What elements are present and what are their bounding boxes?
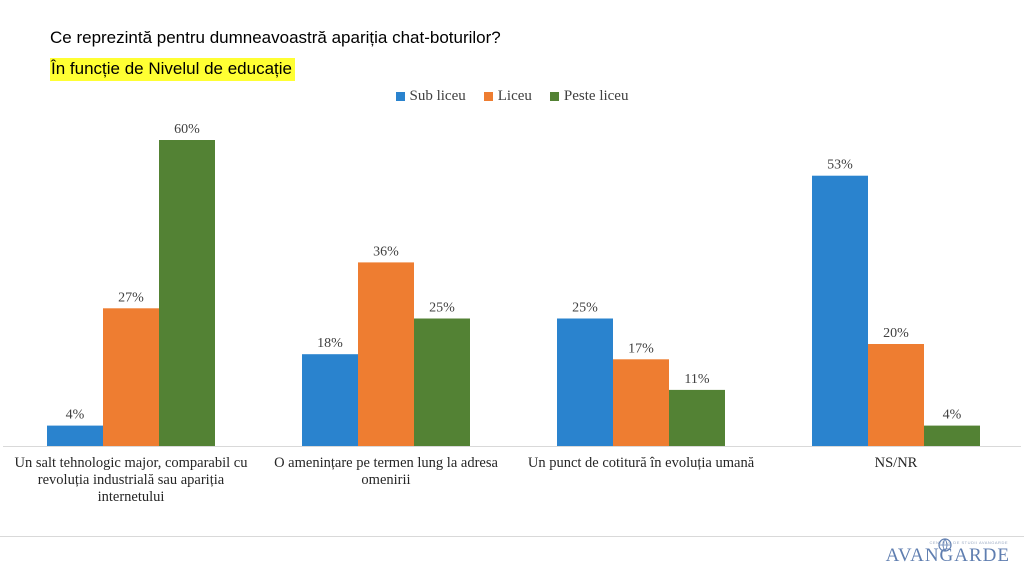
category-label-1: Un salt tehnologic major, comparabil cu r… <box>3 455 259 506</box>
legend-label-peste-liceu: Peste liceu <box>563 88 629 104</box>
legend-swatch-liceu <box>483 92 493 101</box>
data-label-sub-liceu-3: 25% <box>572 301 598 316</box>
data-label-sub-liceu-2: 18% <box>317 336 343 351</box>
data-label-peste-liceu-4: 4% <box>943 408 962 423</box>
data-label-liceu-4: 20% <box>883 326 909 341</box>
legend-item-liceu: Liceu <box>483 88 532 105</box>
category-label-line: O amenințare pe termen lung la adresa <box>274 455 498 471</box>
category-label-line: revoluția industrială sau apariția <box>37 472 225 488</box>
bar-peste-liceu-3 <box>669 389 725 446</box>
legend-swatch-sub-liceu <box>395 92 405 101</box>
bar-peste-liceu-1 <box>159 140 215 446</box>
category-label-line: Un salt tehnologic major, comparabil cu <box>14 455 248 471</box>
data-label-liceu-1: 27% <box>118 290 144 305</box>
data-label-sub-liceu-4: 53% <box>827 158 853 173</box>
logo-text: AVANGARDE <box>885 545 1010 566</box>
bar-liceu-4 <box>868 344 924 446</box>
bar-liceu-3 <box>613 359 669 446</box>
category-label-3: Un punct de cotitură în evoluția umană <box>513 455 769 472</box>
category-label-2: O amenințare pe termen lung la adresa ome… <box>258 455 514 489</box>
data-label-sub-liceu-1: 4% <box>66 408 85 423</box>
footer-divider <box>0 536 1024 537</box>
bar-liceu-2 <box>358 262 414 446</box>
chart-title: Ce reprezintă pentru dumneavoastră apari… <box>50 28 501 47</box>
category-label-line: omenirii <box>361 472 411 488</box>
bar-sub-liceu-1 <box>47 425 103 446</box>
logo-tagline: CENTRUL DE STUDII AVANGARDE <box>929 540 1008 545</box>
legend-swatch-peste-liceu <box>549 92 559 101</box>
chart-subtitle: În funcție de Nivelul de educație <box>50 58 295 81</box>
bar-sub-liceu-2 <box>302 354 358 446</box>
bar-sub-liceu-3 <box>557 318 613 446</box>
legend-label-sub-liceu: Sub liceu <box>409 88 466 104</box>
category-label-line: NS/NR <box>874 455 918 471</box>
logo-globe-icon <box>937 538 952 552</box>
category-label-line: Un punct de cotitură în evoluția umană <box>527 455 755 471</box>
category-label-line: internetului <box>97 489 165 505</box>
legend: Sub liceu Liceu Peste liceu <box>0 88 1024 105</box>
legend-item-sub-liceu: Sub liceu <box>395 88 466 105</box>
legend-item-peste-liceu: Peste liceu <box>549 88 629 105</box>
avangarde-logo: CENTRUL DE STUDII AVANGARDE AVANGARDE <box>885 538 1010 567</box>
category-label-4: NS/NR <box>768 455 1024 472</box>
bar-peste-liceu-2 <box>414 318 470 446</box>
legend-label-liceu: Liceu <box>497 88 532 104</box>
data-label-liceu-2: 36% <box>373 244 399 259</box>
data-label-liceu-3: 17% <box>628 341 654 356</box>
bar-liceu-1 <box>103 308 159 446</box>
bar-sub-liceu-4 <box>812 175 868 446</box>
data-label-peste-liceu-3: 11% <box>684 372 709 387</box>
data-label-peste-liceu-2: 25% <box>429 301 455 316</box>
bar-peste-liceu-4 <box>924 425 980 446</box>
data-label-peste-liceu-1: 60% <box>174 122 200 137</box>
